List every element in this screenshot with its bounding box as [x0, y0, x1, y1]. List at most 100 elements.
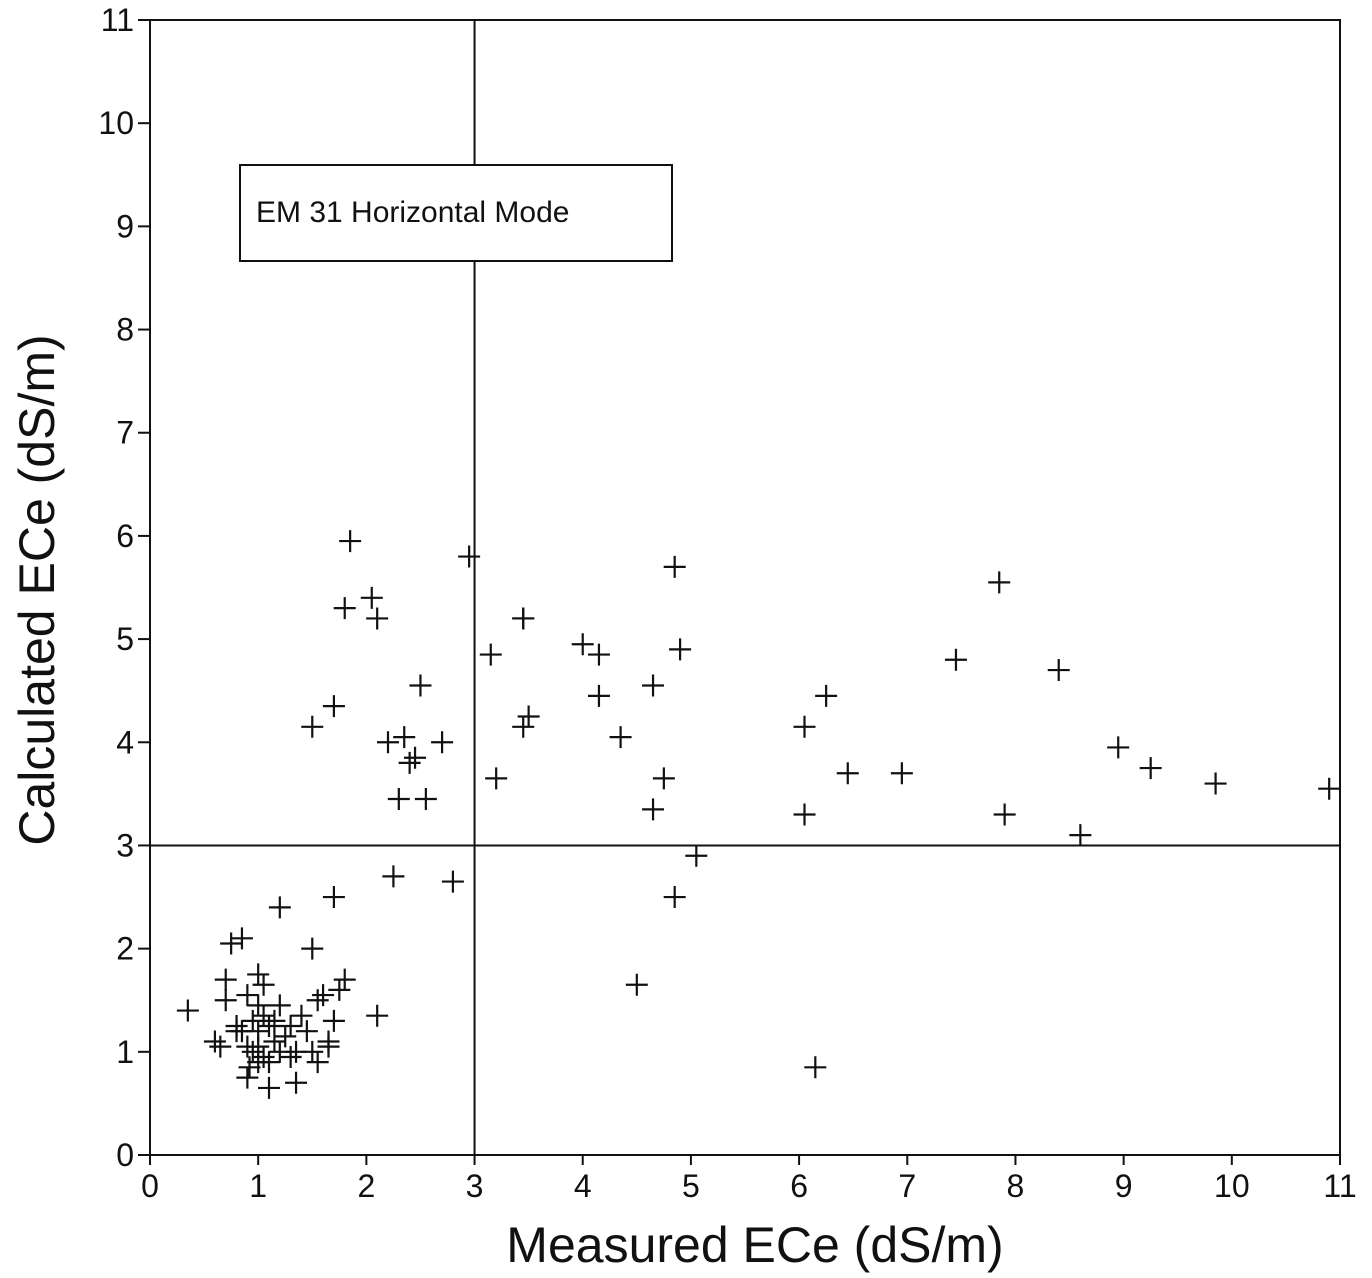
data-point: [247, 1051, 270, 1074]
data-point: [404, 746, 427, 769]
data-point: [793, 715, 816, 738]
data-point: [214, 968, 237, 991]
x-tick-label: 1: [249, 1168, 267, 1204]
x-tick-label: 4: [574, 1168, 592, 1204]
data-point: [209, 1035, 232, 1058]
data-points: [176, 530, 1341, 1099]
data-point: [312, 984, 335, 1007]
data-point: [398, 751, 421, 774]
data-point: [685, 844, 708, 867]
data-point: [328, 978, 351, 1001]
x-tick-label: 5: [682, 1168, 700, 1204]
data-point: [663, 886, 686, 909]
data-point: [609, 726, 632, 749]
data-point: [642, 798, 665, 821]
x-axis-ticks: 0 1 2 3 4 5 6 7 8 9 10 11: [141, 1155, 1357, 1204]
data-point: [322, 1009, 345, 1032]
data-point: [241, 1040, 264, 1063]
legend-annotation: EM 31 Horizontal Mode: [256, 196, 569, 229]
data-point: [333, 968, 356, 991]
data-point: [236, 984, 259, 1007]
x-tick-label: 9: [1115, 1168, 1133, 1204]
y-tick-label: 5: [116, 621, 134, 657]
y-tick-label: 0: [116, 1137, 134, 1173]
y-tick-label: 7: [116, 415, 134, 451]
data-point: [295, 1020, 318, 1043]
data-point: [517, 705, 540, 728]
data-point: [241, 1009, 264, 1032]
data-point: [571, 633, 594, 656]
data-point: [333, 597, 356, 620]
data-point: [366, 1004, 389, 1027]
data-point: [247, 963, 270, 986]
legend-box: EM 31 Horizontal Mode: [239, 164, 673, 262]
data-point: [285, 1071, 308, 1094]
y-axis-ticks: 0 1 2 3 4 5 6 7 8 9 10 11: [98, 2, 150, 1173]
plot-border: [149, 19, 1341, 1156]
x-tick-label: 11: [1323, 1168, 1356, 1204]
data-point: [274, 1025, 297, 1048]
x-tick-label: 6: [790, 1168, 808, 1204]
data-point: [263, 1009, 286, 1032]
data-point: [409, 674, 432, 697]
y-tick-label: 6: [116, 518, 134, 554]
data-point: [203, 1030, 226, 1053]
data-point: [252, 973, 275, 996]
y-tick-label: 2: [116, 931, 134, 967]
data-point: [236, 1066, 259, 1089]
x-tick-label: 7: [898, 1168, 916, 1204]
data-point: [225, 1020, 248, 1043]
data-point: [214, 989, 237, 1012]
data-point: [360, 586, 383, 609]
data-point: [663, 555, 686, 578]
data-point: [793, 803, 816, 826]
data-point: [625, 973, 648, 996]
data-point: [301, 715, 324, 738]
y-tick-label: 4: [116, 724, 134, 760]
plot-frame: [149, 19, 1341, 1156]
legend-frame: [239, 164, 673, 262]
data-point: [993, 803, 1016, 826]
data-point: [1204, 772, 1227, 795]
data-point: [393, 726, 416, 749]
y-tick-label: 3: [116, 827, 134, 863]
data-point: [387, 788, 410, 811]
data-point: [988, 571, 1011, 594]
data-point: [836, 762, 859, 785]
data-point: [382, 865, 405, 888]
data-point: [306, 1051, 329, 1074]
data-point: [414, 788, 437, 811]
data-point: [238, 1056, 261, 1079]
x-tick-label: 3: [466, 1168, 484, 1204]
data-point: [815, 684, 838, 707]
data-point: [339, 530, 362, 553]
data-point: [258, 1076, 280, 1099]
y-axis-title: Calculated ECe (dS/m): [9, 334, 65, 845]
x-tick-label: 2: [357, 1168, 375, 1204]
data-point: [306, 989, 329, 1012]
data-point: [587, 643, 610, 666]
y-tick-label: 9: [116, 208, 134, 244]
data-point: [804, 1056, 827, 1079]
data-point: [279, 1015, 302, 1038]
data-point: [247, 994, 270, 1017]
data-point: [485, 767, 508, 790]
data-point: [268, 994, 291, 1017]
data-point: [669, 638, 692, 661]
data-point: [322, 695, 345, 718]
data-point: [366, 607, 389, 630]
data-point: [1069, 824, 1092, 847]
x-axis-title: Measured ECe (dS/m): [506, 1217, 1003, 1273]
data-point: [301, 937, 324, 960]
data-point: [317, 1035, 340, 1058]
data-point: [944, 648, 967, 671]
data-point: [322, 886, 345, 909]
data-point: [1139, 757, 1162, 780]
data-point: [220, 932, 243, 955]
data-point: [1318, 777, 1341, 800]
data-point: [1107, 736, 1130, 759]
data-point: [258, 1015, 280, 1038]
y-tick-label: 11: [101, 2, 134, 38]
data-point: [441, 870, 464, 893]
